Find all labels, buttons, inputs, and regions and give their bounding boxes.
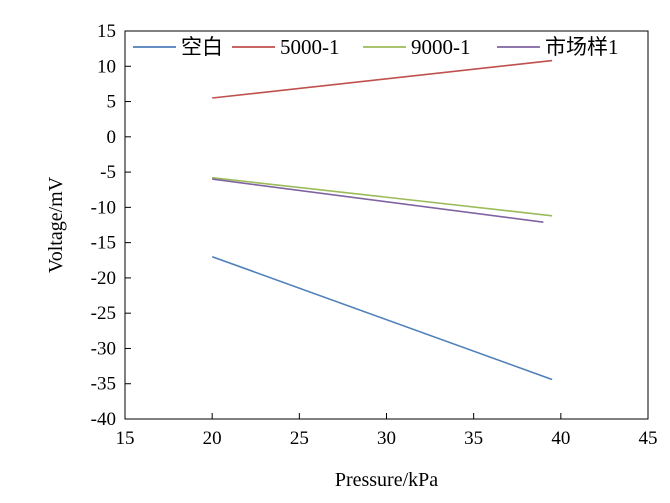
plot-frame <box>124 30 649 420</box>
legend-label-4: 市场样1 <box>545 35 619 59</box>
y-tick-label: 0 <box>107 127 117 148</box>
x-tick-label: 30 <box>377 428 396 449</box>
x-tick-label: 35 <box>464 428 483 449</box>
x-tick-label: 40 <box>551 428 570 449</box>
y-tick-label: 10 <box>97 56 116 77</box>
x-tick-label: 20 <box>203 428 222 449</box>
y-tick-label: -35 <box>91 374 116 395</box>
y-tick-label: -40 <box>91 409 116 430</box>
series-lines <box>211 59 553 381</box>
legend: 空白 5000-1 9000-1 市场样1 <box>133 35 619 59</box>
series-line-1 <box>211 255 553 381</box>
y-tick-label: -25 <box>91 303 116 324</box>
x-tick-label: 45 <box>639 428 658 449</box>
y-tick-label: -20 <box>91 268 116 289</box>
legend-label-2: 5000-1 <box>280 35 340 59</box>
x-tick-label: 15 <box>116 428 135 449</box>
x-axis-title: Pressure/kPa <box>335 469 438 491</box>
y-tick-label: -5 <box>100 162 116 183</box>
y-tick-label: -30 <box>91 338 116 359</box>
series-line-2 <box>212 59 553 99</box>
y-tick-label: 15 <box>97 21 116 42</box>
legend-label-1: 空白 <box>181 35 223 59</box>
y-tick-label: -15 <box>91 233 116 254</box>
y-axis-title: Voltage/mV <box>45 176 67 273</box>
y-tick-label: -10 <box>91 197 116 218</box>
legend-label-3: 9000-1 <box>411 35 471 59</box>
x-tick-label: 25 <box>290 428 309 449</box>
series-line-4 <box>212 178 544 223</box>
series-line-3 <box>212 176 553 217</box>
y-tick-label: 5 <box>107 92 117 113</box>
axes: 15 20 25 30 35 40 45 15 10 5 0 -5 -10 -15 -20 -25 -30 -35… <box>91 21 658 449</box>
